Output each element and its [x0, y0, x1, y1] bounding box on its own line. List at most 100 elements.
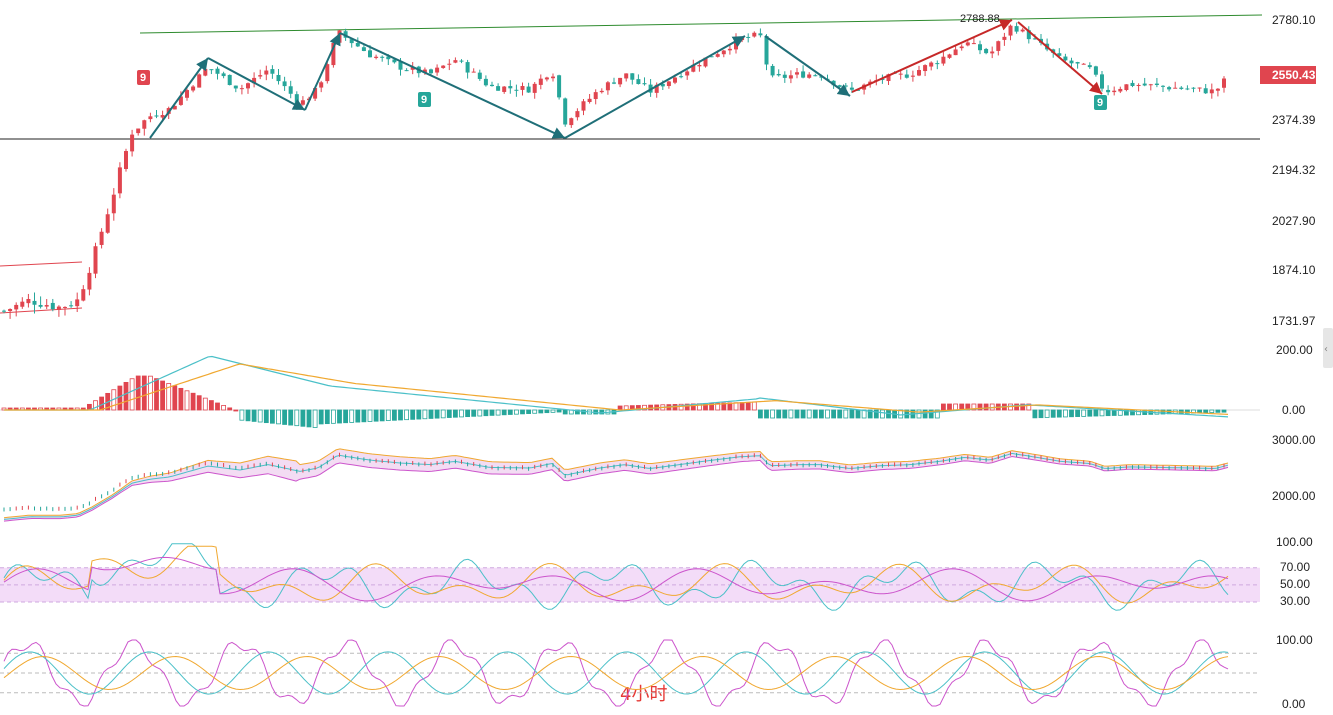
candle-body [398, 61, 403, 70]
macd-histogram-bar [934, 409, 940, 419]
candle-body [294, 94, 299, 104]
candle-body [69, 305, 74, 307]
macd-histogram-bar [1209, 409, 1215, 413]
candle-body [447, 63, 452, 65]
candle-body [1215, 88, 1220, 91]
swing-arrow-up [851, 19, 1013, 93]
macd-histogram-bar [501, 409, 507, 416]
candle-body [746, 36, 751, 38]
candle-body [1173, 87, 1178, 89]
candle-body [56, 306, 61, 310]
candle-body [953, 49, 958, 56]
swing-arrow [207, 57, 306, 111]
candle-body [264, 70, 269, 75]
macd-tick-0: 0.00 [1282, 403, 1306, 417]
macd-histogram-bar [196, 395, 202, 411]
candle-body [1142, 83, 1147, 86]
boll-panel[interactable] [3, 448, 1229, 522]
macd-histogram-bar [507, 409, 513, 415]
candle-body [1209, 89, 1214, 94]
candle-body [929, 62, 934, 67]
macd-histogram-bar [678, 403, 684, 411]
kdj-j-line [3, 639, 1229, 707]
macd-histogram-bar [123, 381, 129, 411]
candle-body [697, 64, 702, 67]
channel-lower-line [0, 307, 83, 314]
price-tick-2780: 2780.10 [1272, 13, 1316, 27]
candle-body [282, 81, 287, 87]
candle-body [117, 167, 122, 194]
price-panel[interactable]: 9 9 9 2788.88 [0, 13, 1263, 319]
candle-body [288, 86, 293, 94]
macd-histogram-bar [1136, 409, 1141, 416]
candle-body [136, 128, 141, 134]
candle-body [502, 86, 507, 92]
macd-histogram-bar [465, 409, 471, 418]
rsi-slow-line [3, 556, 1229, 602]
macd-histogram-bar [1185, 409, 1190, 414]
macd-histogram-bar [154, 378, 159, 411]
kdj-tick-100: 100.00 [1276, 633, 1313, 647]
macd-histogram-bar [758, 409, 763, 419]
candle-body [355, 42, 360, 47]
nine-signal-label: 9 [1097, 97, 1103, 109]
candle-body [1057, 53, 1062, 56]
macd-histogram-bar [520, 409, 525, 415]
right-price-axis[interactable]: 2780.10 2374.39 2194.32 2027.90 1874.10 … [1260, 13, 1316, 711]
macd-histogram-bar [141, 375, 147, 411]
candle-body [1136, 84, 1141, 86]
macd-histogram-bar [361, 409, 367, 423]
kdj-panel[interactable]: 4小时 [0, 639, 1260, 707]
macd-histogram-bar [208, 400, 214, 411]
candle-body [380, 56, 385, 58]
candle-body [904, 74, 909, 78]
candle-body [776, 73, 781, 76]
macd-tick-200: 200.00 [1276, 343, 1313, 357]
candle-body [520, 86, 525, 90]
macd-histogram-bar [489, 409, 495, 416]
boll-upper-line [3, 448, 1229, 519]
macd-histogram-bar [330, 409, 336, 424]
candle-body [898, 73, 903, 75]
macd-histogram-bar [849, 409, 855, 419]
candle-body [801, 71, 806, 78]
macd-histogram-bar [471, 409, 477, 417]
candle-body [441, 65, 446, 68]
candle-body [178, 96, 183, 105]
chevron-left-icon: ‹ [1324, 344, 1328, 355]
candle-body [124, 151, 128, 169]
swing-arrow [564, 35, 746, 139]
candle-body [959, 46, 964, 49]
macd-histogram-bar [135, 375, 141, 411]
candle-body [1118, 88, 1123, 92]
candle-body [270, 69, 275, 74]
macd-panel[interactable] [0, 355, 1260, 428]
candle-body [422, 69, 427, 73]
rsi-fast-line [3, 543, 1229, 611]
rsi-tick-50: 50.00 [1280, 577, 1310, 591]
candle-body [160, 115, 165, 118]
nine-signal-label: 9 [140, 72, 146, 84]
current-price-tag [1260, 66, 1316, 84]
rsi-panel[interactable] [0, 543, 1260, 611]
candle-body [514, 89, 519, 91]
macd-histogram-bar [806, 409, 812, 419]
macd-histogram-bar [263, 409, 269, 424]
macd-histogram-bar [562, 409, 568, 415]
candle-body [38, 304, 43, 307]
candle-body [8, 309, 13, 312]
candle-body [941, 56, 946, 64]
macd-histogram-bar [215, 402, 220, 411]
price-tick-1874: 1874.10 [1272, 263, 1316, 277]
candle-body [32, 300, 37, 305]
candle-body [923, 65, 928, 72]
macd-histogram-bar [495, 409, 501, 416]
candle-body [1063, 56, 1068, 61]
macd-histogram-bar [178, 387, 184, 411]
panel-collapse-handle[interactable] [1323, 328, 1333, 368]
macd-histogram-bar [550, 409, 556, 413]
macd-histogram-bar [1111, 409, 1117, 416]
candle-body [1197, 87, 1202, 89]
macd-histogram-bar [898, 409, 904, 419]
